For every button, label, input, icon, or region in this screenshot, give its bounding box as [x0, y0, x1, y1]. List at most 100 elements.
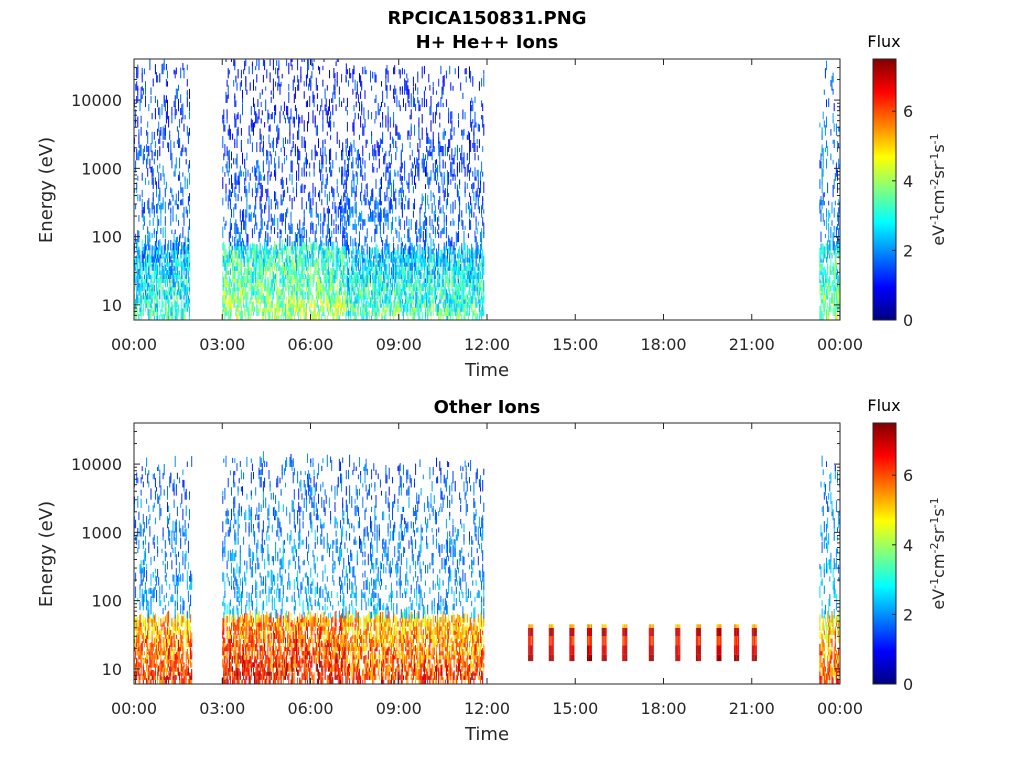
flux-cell: [164, 279, 166, 288]
flux-cell: [349, 272, 351, 280]
flux-cell: [378, 259, 380, 267]
flux-cell: [430, 139, 432, 148]
flux-cell: [360, 169, 362, 177]
flux-cell: [244, 158, 246, 169]
flux-cell: [441, 151, 443, 157]
flux-cell: [401, 197, 403, 206]
flux-cell: [189, 261, 190, 267]
flux-cell: [145, 254, 146, 259]
flux-cell: [458, 120, 459, 128]
flux-cell: [323, 274, 325, 279]
flux-cell: [393, 188, 395, 198]
flux-cell: [189, 285, 190, 292]
flux-cell: [240, 261, 242, 271]
flux-cell: [359, 250, 360, 259]
flux-cell: [359, 74, 360, 83]
flux-cell: [407, 130, 409, 140]
flux-cell: [251, 228, 253, 239]
flux-cell: [444, 294, 446, 300]
flux-cell: [162, 269, 164, 275]
flux-cell: [399, 255, 401, 263]
flux-cell: [445, 226, 447, 239]
flux-cell: [403, 258, 404, 263]
flux-cell: [419, 207, 421, 214]
flux-cell: [332, 254, 334, 259]
flux-cell: [376, 244, 378, 255]
flux-cell: [477, 180, 479, 189]
flux-cell: [400, 300, 402, 312]
flux-cell: [137, 250, 139, 255]
flux-cell: [361, 299, 363, 304]
flux-cell: [398, 265, 400, 271]
flux-cell: [187, 246, 189, 255]
flux-cell: [174, 282, 176, 288]
flux-cell: [307, 100, 308, 107]
flux-cell: [827, 267, 829, 275]
flux-cell: [180, 199, 182, 206]
flux-cell: [396, 249, 398, 255]
flux-cell: [350, 291, 352, 300]
flux-cell: [355, 292, 357, 300]
flux-cell: [255, 276, 257, 284]
flux-cell: [255, 182, 257, 193]
flux-cell: [148, 292, 150, 304]
flux-cell: [459, 196, 461, 206]
flux-cell: [256, 74, 258, 83]
flux-cell: [483, 181, 485, 193]
flux-cell: [830, 226, 832, 239]
flux-cell: [399, 254, 401, 259]
flux-cell: [415, 251, 417, 263]
flux-cell: [329, 228, 330, 234]
flux-cell: [416, 259, 418, 271]
flux-cell: [231, 59, 232, 62]
flux-cell: [280, 293, 282, 300]
flux-cell: [278, 295, 280, 304]
flux-cell: [336, 59, 338, 62]
flux-cell: [432, 266, 434, 275]
flux-cell: [309, 237, 311, 243]
flux-cell: [341, 214, 343, 222]
flux-cell: [327, 121, 329, 128]
flux-cell: [379, 299, 381, 308]
flux-cell: [254, 165, 256, 177]
flux-cell: [419, 138, 421, 148]
flux-cell: [274, 157, 275, 169]
flux-cell: [179, 282, 181, 292]
flux-cell: [411, 162, 413, 169]
flux-cell: [315, 201, 317, 214]
flux-cell: [152, 177, 154, 189]
flux-cell: [338, 303, 340, 308]
flux-cell: [315, 150, 317, 157]
flux-cell: [180, 259, 182, 267]
flux-cell: [163, 258, 165, 271]
flux-cell: [432, 225, 434, 234]
flux-cell: [348, 158, 349, 169]
flux-cell: [442, 253, 444, 263]
flux-cell: [301, 197, 303, 210]
flux-cell: [831, 252, 833, 259]
flux-cell: [440, 97, 442, 108]
flux-cell: [301, 257, 303, 263]
flux-cell: [361, 182, 363, 193]
flux-cell: [297, 232, 299, 239]
flux-cell: [378, 144, 380, 157]
flux-cell: [482, 309, 484, 316]
flux-cell: [408, 219, 410, 226]
flux-cell: [309, 289, 311, 296]
flux-cell: [430, 273, 432, 280]
flux-cell: [240, 313, 242, 320]
flux-cell: [408, 198, 410, 210]
flux-cell: [401, 203, 403, 210]
flux-cell: [178, 304, 179, 312]
flux-cell: [476, 227, 478, 234]
flux-cell: [272, 93, 274, 99]
flux-cell: [359, 102, 360, 107]
flux-cell: [256, 222, 258, 230]
flux-cell: [183, 251, 185, 259]
flux-cell: [257, 284, 259, 292]
flux-cell: [444, 300, 446, 308]
flux-cell: [480, 309, 481, 316]
flux-cell: [403, 189, 404, 198]
flux-cell: [148, 198, 150, 206]
flux-cell: [239, 290, 241, 300]
